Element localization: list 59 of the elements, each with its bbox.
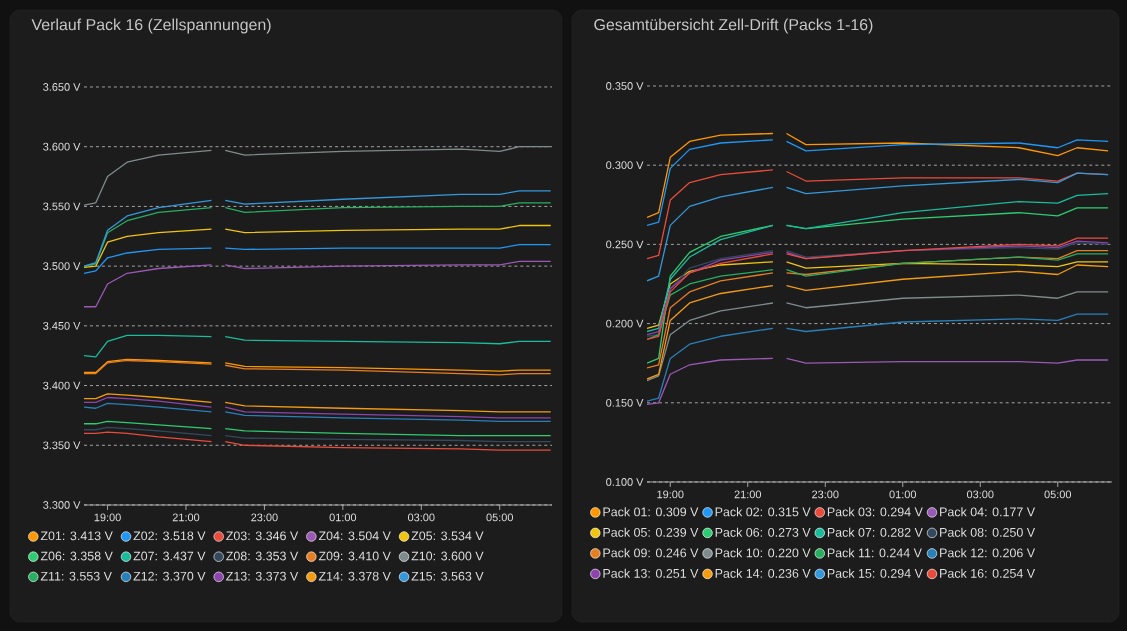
chart-title: Verlauf Pack 16 (Zellspannungen) <box>31 18 271 34</box>
x-tick-label: 23:00 <box>812 490 839 499</box>
legend-label: Z12: 3.370 V <box>133 571 206 581</box>
legend-label: Pack 04: 0.177 V <box>940 507 1036 517</box>
legend-label: Z09: 3.410 V <box>318 551 391 561</box>
legend-label: Pack 09: 0.246 V <box>603 548 699 558</box>
legend-label: Z02: 3.518 V <box>133 531 206 541</box>
legend-label: Z03: 3.346 V <box>226 531 299 541</box>
legend-label: Pack 08: 0.250 V <box>940 527 1036 537</box>
x-tick-label: 21:00 <box>734 490 762 499</box>
legend-label: Pack 01: 0.309 V <box>603 507 699 517</box>
legend-label: Pack 05: 0.239 V <box>603 527 699 537</box>
y-tick-label: 0.250 V <box>606 240 644 249</box>
y-tick-label: 3.300 V <box>43 501 81 509</box>
y-tick-label: 3.650 V <box>43 83 81 91</box>
legend-label: Z04: 3.504 V <box>318 531 391 541</box>
y-tick-label: 3.400 V <box>43 381 81 390</box>
legend-label: Z05: 3.534 V <box>411 531 484 541</box>
x-tick-label: 19:00 <box>657 490 684 499</box>
y-tick-label: 3.350 V <box>43 441 81 450</box>
y-tick-label: 3.550 V <box>43 202 81 211</box>
legend-label: Pack 06: 0.273 V <box>715 527 811 537</box>
legend-label: Z01: 3.413 V <box>40 531 113 541</box>
legend-label: Pack 13: 0.251 V <box>603 568 699 578</box>
legend-label: Pack 12: 0.206 V <box>940 548 1036 558</box>
legend-label: Pack 02: 0.315 V <box>715 507 811 517</box>
legend-label: Pack 03: 0.294 V <box>827 507 923 517</box>
legend-label: Z14: 3.378 V <box>318 571 391 581</box>
y-tick-label: 0.200 V <box>606 319 644 328</box>
legend-label: Pack 14: 0.236 V <box>715 568 811 578</box>
x-tick-label: 01:00 <box>889 490 917 499</box>
x-tick-label: 05:00 <box>1044 490 1072 499</box>
y-tick-label: 0.300 V <box>606 161 644 170</box>
legend-label: Z10: 3.600 V <box>411 551 484 561</box>
y-tick-label: 0.350 V <box>606 82 644 90</box>
x-tick-label: 23:00 <box>251 513 278 522</box>
x-tick-label: 03:00 <box>408 513 435 522</box>
x-tick-label: 03:00 <box>966 490 994 499</box>
y-tick-label: 3.450 V <box>43 321 81 330</box>
y-tick-label: 0.150 V <box>606 398 644 407</box>
legend-label: Z06: 3.358 V <box>40 551 113 561</box>
legend-label: Pack 15: 0.294 V <box>827 568 923 578</box>
y-tick-label: 3.600 V <box>43 142 81 151</box>
x-tick-label: 21:00 <box>172 513 200 522</box>
x-tick-label: 05:00 <box>486 513 513 522</box>
legend-label: Z15: 3.563 V <box>411 571 484 581</box>
legend-label: Z07: 3.437 V <box>133 551 206 561</box>
y-tick-label: 3.500 V <box>43 262 81 271</box>
legend-label: Pack 11: 0.244 V <box>827 548 922 558</box>
legend-label: Z11: 3.553 V <box>40 571 112 581</box>
legend-label: Z08: 3.353 V <box>226 551 299 561</box>
legend-label: Pack 07: 0.282 V <box>827 527 923 537</box>
x-tick-label: 19:00 <box>94 513 121 522</box>
x-tick-label: 01:00 <box>329 513 357 522</box>
legend-label: Pack 16: 0.254 V <box>940 568 1036 578</box>
legend-label: Pack 10: 0.220 V <box>715 548 811 558</box>
legend-label: Z13: 3.373 V <box>226 571 299 581</box>
chart-title: Gesamtübersicht Zell-Drift (Packs 1-16) <box>594 18 873 34</box>
y-tick-label: 0.100 V <box>606 478 644 486</box>
